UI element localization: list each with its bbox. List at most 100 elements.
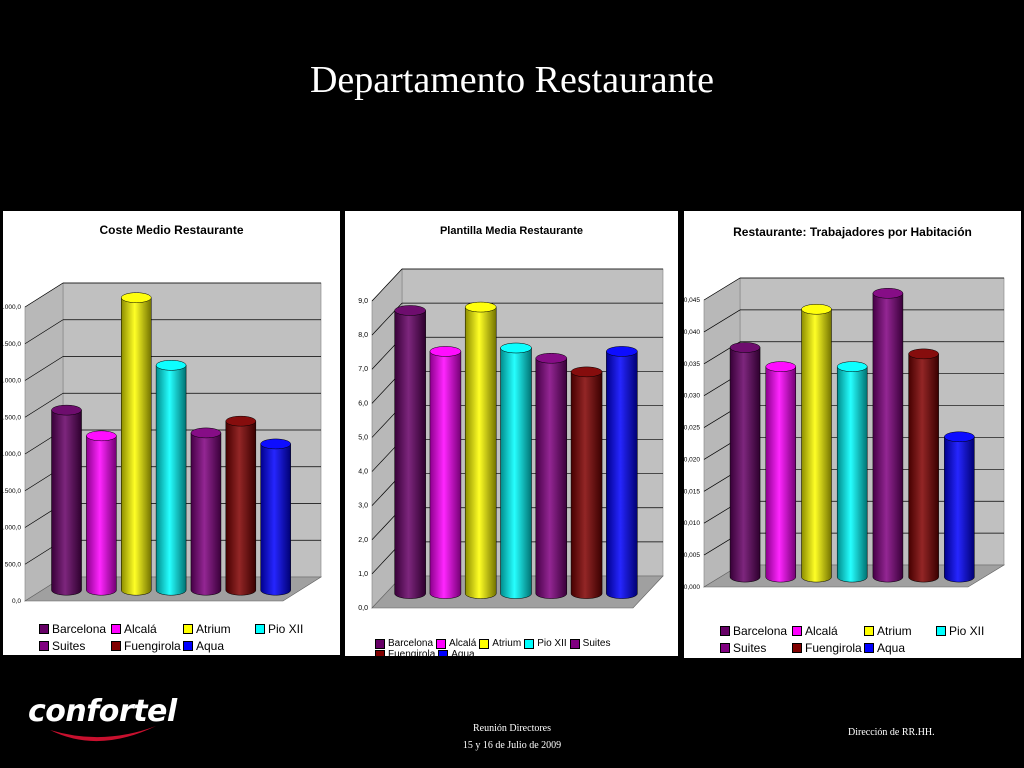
bar-pioxii — [155, 360, 187, 596]
bar-top — [944, 431, 975, 443]
bar-body — [836, 366, 868, 583]
bar-barcelona — [729, 342, 761, 583]
bar-atrium — [120, 292, 152, 596]
chart-title: Plantilla Media Restaurante — [439, 225, 584, 237]
bar-body — [190, 432, 222, 596]
legend-label: Atrium — [492, 638, 522, 649]
legend-item: Pio XII — [936, 622, 1008, 639]
legend-label: Fuengirola — [805, 640, 862, 655]
bar-top — [464, 301, 497, 313]
y-tick-label: 4.000,0 — [3, 304, 21, 311]
bar-pioxii — [836, 361, 868, 583]
bar-body — [801, 308, 832, 583]
y-tick-label: 1.000,0 — [3, 525, 21, 532]
bar-body — [51, 409, 82, 596]
bar-body — [464, 306, 497, 599]
bar-top — [570, 366, 603, 378]
chart-panel-trabajadores-habitacion: 0,000 0,005 0,010 0,015 0,020 0,025 0,030 0,035… — [684, 211, 1021, 658]
gridline-side — [24, 356, 64, 381]
y-tick-label: 7,0 — [358, 366, 368, 373]
y-tick-label: 0,035 — [684, 361, 700, 368]
gridline-side — [24, 392, 64, 418]
bar-body — [86, 435, 117, 596]
legend-label: Barcelona — [52, 621, 107, 636]
legend-swatch — [183, 640, 193, 651]
bar-body — [729, 347, 761, 583]
legend-item: Fuengirola — [375, 649, 435, 656]
legend-swatch — [111, 623, 121, 634]
bar-body — [429, 351, 462, 599]
y-tick-label: 0,000 — [684, 584, 700, 591]
bar-fuengirola — [908, 348, 939, 583]
y-tick-label: 2.000,0 — [3, 451, 21, 458]
bar-top — [872, 288, 904, 299]
legend-label: Aqua — [196, 638, 225, 653]
bar-top — [908, 348, 939, 360]
footer-meeting-info: Reunión Directores 15 y 16 de Julio de 2… — [412, 720, 612, 754]
y-tick-label: 3.000,0 — [3, 378, 21, 385]
y-tick-label: 3.500,0 — [3, 341, 21, 348]
y-tick-label: 1.500,0 — [3, 488, 21, 495]
chart-title: Restaurante: Trabajadores por Habitación — [733, 225, 972, 239]
bar-atrium — [801, 303, 832, 583]
bar-suites — [190, 427, 222, 596]
y-tick-label: 1,0 — [358, 571, 368, 578]
bar-top — [225, 415, 257, 427]
y-tick-label: 2,0 — [358, 537, 368, 544]
bar-top — [606, 346, 638, 357]
legend-swatch — [720, 642, 730, 653]
y-tick-label: 0,030 — [684, 393, 700, 400]
bar-body — [120, 297, 152, 596]
gridline-side — [703, 277, 741, 301]
legend-swatch — [39, 623, 49, 634]
bar-aqua — [606, 346, 638, 599]
legend-swatch — [39, 640, 49, 651]
legend-item: Suites — [569, 638, 610, 649]
bar-alcal — [86, 430, 117, 596]
y-tick-label: 3,0 — [358, 503, 368, 510]
legend-label: Barcelona — [388, 638, 434, 649]
legend-item: Atrium — [183, 620, 255, 637]
slide-title: Departamento Restaurante — [309, 59, 715, 101]
y-tick-label: 4,0 — [358, 469, 368, 476]
legend-swatch — [936, 625, 946, 636]
bar-body — [155, 365, 187, 596]
legend-item: Atrium — [479, 638, 521, 649]
bar-top — [394, 305, 426, 316]
bar-top — [190, 427, 222, 439]
legend-swatch — [792, 625, 802, 636]
y-tick-label: 0,0 — [358, 605, 368, 612]
chart-legend: Barcelona Alcalá Atrium Pio XII Suites Fuengi… — [39, 620, 336, 654]
legend-label: Barcelona — [733, 623, 788, 638]
y-tick-label: 0,040 — [684, 329, 700, 336]
legend-swatch — [792, 642, 802, 653]
footer-department: Dirección de RR.HH. — [848, 727, 935, 738]
legend-item: Suites — [39, 637, 111, 654]
legend-item: Barcelona — [375, 638, 433, 649]
legend-label: Atrium — [196, 621, 231, 636]
legend-swatch — [436, 638, 447, 649]
legend-item: Pio XII — [524, 638, 567, 649]
y-tick-label: 2.500,0 — [3, 414, 21, 421]
bar-body — [225, 420, 257, 596]
legend-swatch — [183, 623, 193, 634]
bar-barcelona — [394, 305, 426, 599]
logo-swoosh-icon — [50, 726, 156, 742]
y-tick-label: 0,005 — [684, 552, 700, 559]
bar-top — [86, 430, 117, 442]
chart-title: Coste Medio Restaurante — [99, 223, 244, 237]
legend-label: Fuengirola — [388, 649, 436, 656]
bar-top — [801, 303, 832, 315]
legend-label: Pio XII — [949, 623, 985, 638]
gridline-side — [24, 319, 64, 345]
y-tick-label: 8,0 — [358, 332, 368, 339]
bar-body — [606, 351, 638, 599]
legend-label: Alcalá — [449, 638, 477, 649]
bar-body — [260, 443, 291, 596]
bar-body — [908, 353, 939, 583]
chart-legend: Barcelona Alcalá Atrium Pio XII Suites Fuengi… — [720, 622, 1017, 656]
bar-top — [765, 361, 797, 372]
legend-swatch — [438, 649, 449, 656]
legend-label: Alcalá — [805, 623, 838, 638]
bar-body — [500, 347, 532, 599]
